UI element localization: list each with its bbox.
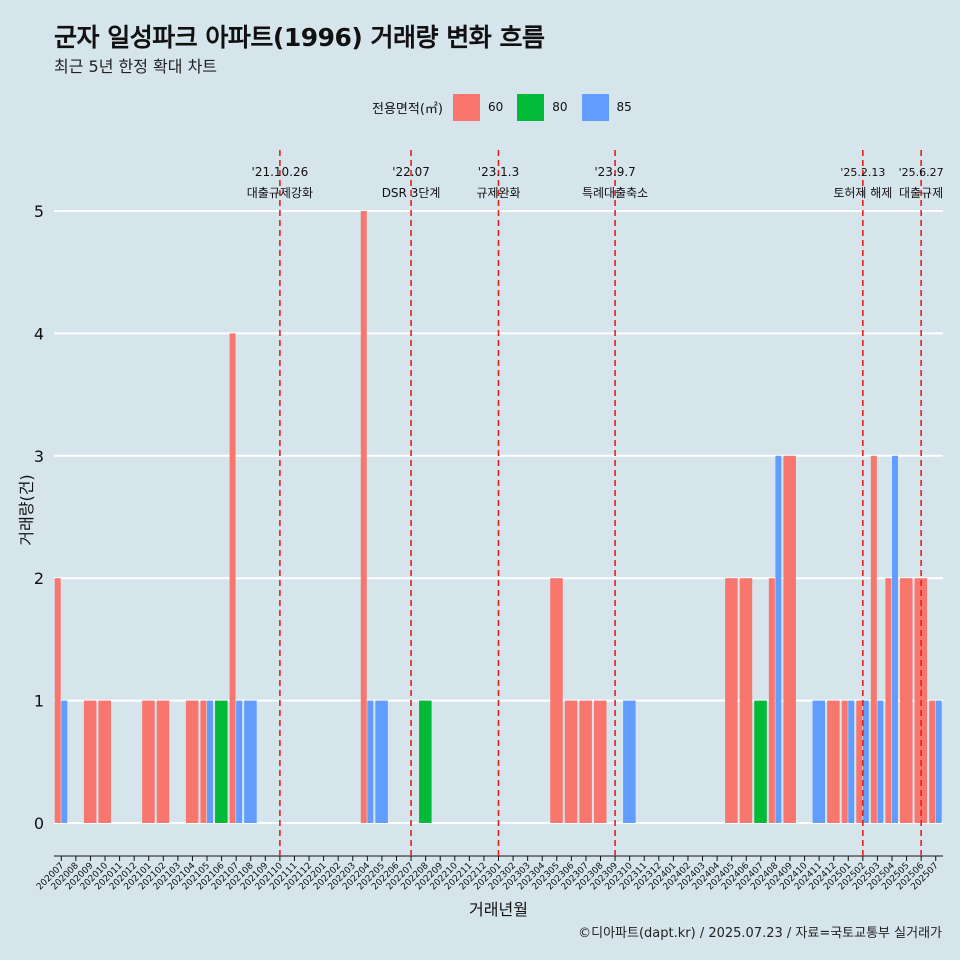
y-tick-label-1: 1 bbox=[34, 692, 44, 711]
bar-202504-60 bbox=[885, 578, 892, 823]
bar-202412-60 bbox=[827, 700, 840, 823]
bar-202503-85 bbox=[877, 700, 884, 823]
event-label-5: 대출규제 bbox=[899, 186, 943, 200]
bar-202105-85 bbox=[207, 700, 213, 823]
source-caption: ©디아파트(dapt.kr) / 2025.07.23 / 자료=국토교통부 실… bbox=[578, 926, 942, 941]
bar-202102-60 bbox=[156, 700, 170, 823]
event-date-0: '21.10.26 bbox=[252, 165, 309, 179]
bar-202205-85 bbox=[375, 700, 388, 823]
bar-202306-60 bbox=[564, 700, 578, 823]
bar-202408-85 bbox=[775, 455, 782, 823]
bar-202107-60 bbox=[229, 333, 236, 823]
bar-202501-60 bbox=[841, 700, 848, 823]
bar-202502-60 bbox=[856, 700, 863, 823]
bar-202108-85 bbox=[244, 700, 257, 823]
bar-202101-60 bbox=[142, 700, 155, 823]
event-label-3: 특례대출축소 bbox=[582, 186, 648, 200]
legend-swatch-60 bbox=[452, 93, 480, 121]
legend-swatch-80 bbox=[517, 93, 545, 121]
bar-202010-60 bbox=[98, 700, 111, 823]
legend-item-85: 85 bbox=[581, 93, 640, 121]
chart-title: 군자 일성파크 아파트(1996) 거래량 변화 흐름 bbox=[54, 23, 545, 52]
bar-202007-60 bbox=[54, 578, 61, 823]
bar-202310-85 bbox=[623, 700, 636, 823]
bar-202204-60 bbox=[360, 211, 367, 823]
bar-202507-85 bbox=[935, 700, 942, 823]
event-date-1: '22.07 bbox=[392, 165, 430, 179]
legend-swatch-85 bbox=[581, 93, 609, 121]
event-label-0: 대출규제강화 bbox=[247, 186, 313, 200]
bar-202204-85 bbox=[367, 700, 374, 823]
bar-202505-60 bbox=[900, 578, 913, 823]
bar-202407-80 bbox=[754, 700, 767, 823]
legend-label-85: 85 bbox=[616, 100, 632, 114]
bar-202409-60 bbox=[783, 455, 796, 823]
bar-202507-60 bbox=[929, 700, 936, 823]
legend: 전용면적(㎡) 60 80 85 bbox=[372, 92, 646, 122]
legend-item-80: 80 bbox=[517, 93, 575, 121]
bar-202106-80 bbox=[215, 700, 228, 823]
legend-label-80: 80 bbox=[552, 100, 568, 114]
bar-202305-60 bbox=[550, 578, 563, 823]
event-date-2: '23.1.3 bbox=[478, 165, 519, 179]
bar-202405-60 bbox=[725, 578, 738, 823]
event-label-1: DSR 3단계 bbox=[382, 186, 441, 200]
bar-202408-60 bbox=[768, 578, 775, 823]
bar-202105-60 bbox=[200, 700, 207, 823]
bar-202107-85 bbox=[236, 700, 243, 823]
bar-202104-60 bbox=[185, 700, 199, 823]
bar-202501-85 bbox=[848, 700, 855, 823]
y-tick-label-5: 5 bbox=[34, 202, 44, 221]
bar-202307-60 bbox=[579, 700, 592, 823]
event-date-4: '25.2.13 bbox=[840, 166, 885, 179]
bar-202009-60 bbox=[83, 700, 97, 823]
chart-subtitle: 최근 5년 한정 확대 차트 bbox=[54, 57, 218, 76]
legend-label-60: 60 bbox=[487, 100, 504, 114]
event-label-2: 규제완화 bbox=[476, 186, 520, 200]
bar-202308-60 bbox=[593, 700, 607, 823]
event-date-3: '23.9.7 bbox=[594, 165, 635, 179]
bar-202406-60 bbox=[739, 578, 753, 823]
y-tick-label-2: 2 bbox=[34, 569, 44, 588]
legend-title: 전용면적(㎡) bbox=[372, 101, 443, 117]
y-tick-label-3: 3 bbox=[34, 447, 44, 466]
bar-202208-80 bbox=[419, 700, 432, 823]
bar-202007-85 bbox=[61, 700, 68, 823]
y-tick-label-0: 0 bbox=[34, 814, 44, 833]
bar-202504-85 bbox=[891, 455, 898, 823]
legend-item-60: 60 bbox=[452, 93, 511, 121]
event-label-4: 토허제 해제 bbox=[833, 186, 892, 200]
y-tick-label-4: 4 bbox=[34, 324, 44, 343]
bar-202502-85 bbox=[862, 700, 869, 823]
x-axis-title: 거래년월 bbox=[469, 900, 528, 919]
event-date-5: '25.6.27 bbox=[899, 166, 944, 179]
bar-202503-60 bbox=[870, 455, 877, 823]
bar-202411-85 bbox=[812, 700, 826, 823]
y-axis-title: 거래량(건) bbox=[17, 474, 36, 545]
